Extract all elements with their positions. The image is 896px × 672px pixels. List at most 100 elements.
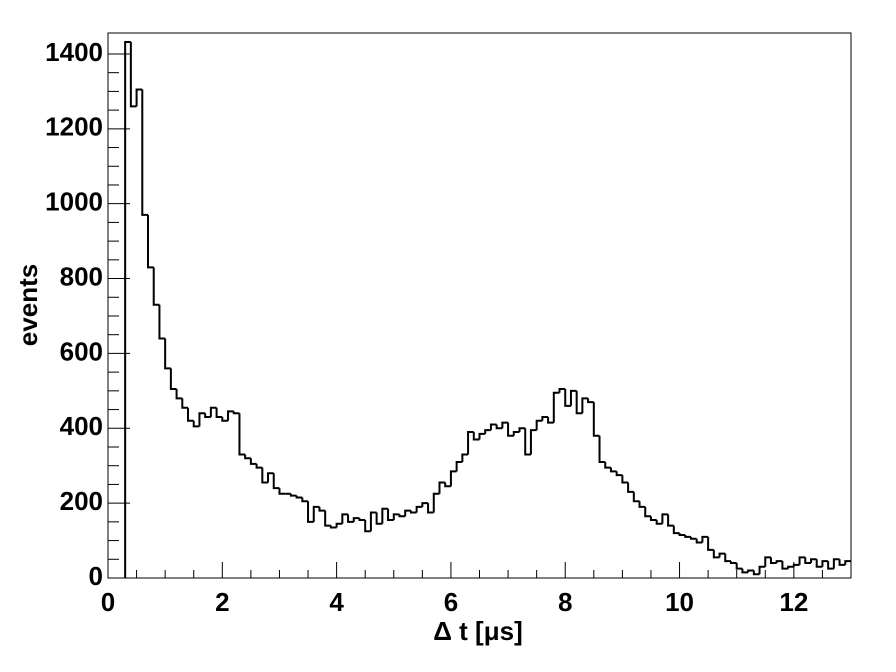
histogram-step	[741, 568, 749, 574]
histogram-step	[701, 535, 709, 543]
histogram-step	[449, 470, 457, 487]
histogram-step	[181, 398, 189, 409]
histogram-step	[141, 89, 149, 216]
histogram-step	[838, 559, 846, 566]
histogram-step	[427, 503, 434, 514]
histogram-step	[409, 510, 417, 514]
histogram-step	[724, 553, 731, 563]
histogram-step	[295, 495, 303, 499]
histogram-step	[472, 432, 480, 441]
histogram-step	[478, 432, 486, 440]
histogram-step	[255, 463, 263, 469]
histogram-step	[575, 390, 583, 415]
histogram-step	[547, 417, 554, 424]
histogram-step	[227, 410, 234, 421]
histogram-step	[289, 493, 297, 497]
histogram-step	[684, 534, 691, 538]
histogram-step	[689, 536, 697, 540]
histogram-step	[341, 513, 349, 524]
x-tick-label: 6	[444, 587, 458, 617]
histogram-step	[347, 514, 354, 523]
histogram-step	[164, 338, 171, 370]
histogram-step	[455, 460, 463, 472]
histogram-step	[512, 431, 520, 436]
histogram-step	[787, 565, 794, 569]
histogram-step	[718, 552, 726, 558]
histogram-step	[461, 453, 469, 462]
histogram-step	[758, 565, 766, 575]
histogram-step	[329, 525, 337, 529]
histogram-step	[827, 561, 834, 570]
x-tick-label: 4	[329, 587, 344, 617]
histogram-step	[535, 419, 543, 431]
histogram-step	[244, 454, 251, 460]
histogram-step	[815, 559, 823, 568]
histogram-step	[672, 525, 680, 535]
histogram-step	[175, 388, 183, 400]
histogram-step	[147, 214, 154, 269]
histogram-step	[495, 424, 503, 430]
histogram-step	[489, 423, 497, 431]
histogram-step	[415, 505, 423, 513]
histogram-step	[707, 536, 714, 551]
histogram-step	[832, 558, 840, 569]
histogram-step	[558, 387, 566, 393]
histogram-step	[152, 267, 160, 306]
x-axis-label: Δ t [μs]	[433, 616, 522, 646]
histogram-step	[598, 435, 606, 463]
histogram-step	[158, 304, 166, 340]
histogram-step	[364, 519, 371, 533]
y-tick-label: 800	[60, 261, 103, 291]
histogram-step	[667, 514, 674, 527]
histogram-step	[649, 516, 657, 521]
x-tick-label: 12	[779, 587, 808, 617]
y-tick-label: 1400	[45, 37, 103, 67]
histogram-step	[569, 389, 577, 406]
histogram-step	[798, 556, 806, 565]
histogram-step	[421, 502, 429, 507]
y-tick-label: 1000	[45, 187, 103, 217]
histogram-step	[524, 428, 531, 456]
histogram-step	[398, 514, 406, 518]
y-tick-label: 0	[89, 561, 103, 591]
histogram-step	[729, 561, 737, 565]
histogram-step	[169, 368, 177, 390]
histogram-step	[307, 501, 314, 523]
histogram-step	[387, 508, 394, 521]
x-tick-label: 8	[558, 587, 572, 617]
histogram-step	[392, 513, 400, 520]
histogram-step	[358, 518, 366, 521]
x-tick-label: 0	[101, 587, 115, 617]
histogram-step	[335, 522, 343, 528]
histogram-step	[238, 413, 246, 456]
plot-frame	[107, 32, 852, 579]
histogram-step	[232, 411, 240, 415]
histogram-step	[552, 391, 560, 423]
histogram-step	[592, 402, 600, 437]
histogram-step	[135, 88, 143, 107]
histogram-step	[221, 417, 229, 422]
histogram-step	[381, 507, 389, 524]
histogram-step	[215, 407, 223, 419]
histogram-step	[775, 560, 783, 564]
histogram-step	[518, 427, 526, 433]
histogram-step	[324, 510, 331, 527]
histogram-step	[467, 431, 474, 455]
y-tick-label: 200	[60, 486, 103, 516]
histogram-step	[375, 512, 383, 525]
histogram-step	[621, 475, 629, 484]
histogram-step	[318, 506, 326, 512]
y-axis-label: events	[13, 264, 43, 346]
histogram-step	[507, 422, 514, 437]
histogram-step	[261, 467, 269, 484]
histogram-step	[272, 473, 280, 490]
histogram-step	[747, 569, 754, 573]
histogram-step	[129, 41, 137, 108]
histogram-step	[209, 406, 217, 418]
histogram-step	[301, 497, 309, 503]
histogram-step	[695, 538, 703, 544]
histogram-step	[444, 482, 451, 488]
histogram-step	[432, 492, 440, 513]
histogram-step	[501, 421, 509, 429]
histogram-step	[678, 533, 686, 536]
